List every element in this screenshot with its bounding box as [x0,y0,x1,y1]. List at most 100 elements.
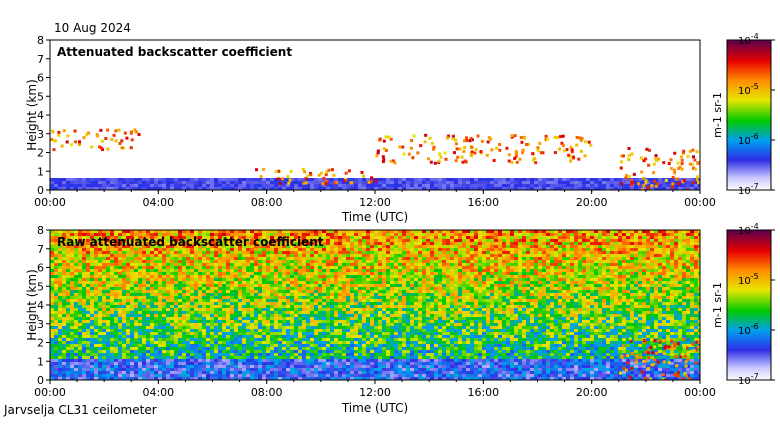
heatmap-cell [54,323,58,326]
heatmap-cell [350,272,354,275]
heatmap-cell [154,350,158,353]
heatmap-cell [250,266,254,269]
heatmap-cell [354,233,358,236]
heatmap-cell [302,272,306,275]
heatmap-cell [58,254,62,257]
heatmap-cell [334,344,338,347]
heatmap-cell [66,305,70,308]
heatmap-cell [250,260,254,263]
heatmap-cell [266,181,270,184]
heatmap-cell [214,296,218,299]
heatmap-cell [322,177,325,180]
heatmap-cell [342,275,346,278]
heatmap-cell [166,338,170,341]
heatmap-cell [278,359,282,362]
heatmap-cell [130,251,134,254]
heatmap-cell [326,299,330,302]
heatmap-cell [178,368,182,371]
heatmap-cell [110,257,114,260]
heatmap-cell [90,335,94,338]
heatmap-cell [146,284,150,287]
heatmap-cell [146,353,150,356]
heatmap-cell [294,308,298,311]
heatmap-cell [306,323,310,326]
heatmap-cell [90,266,94,269]
heatmap-cell [222,275,226,278]
heatmap-cell [346,308,350,311]
heatmap-cell [74,317,78,320]
heatmap-cell [310,184,314,187]
heatmap-cell [342,284,346,287]
heatmap-cell [206,317,210,320]
heatmap-cell [94,178,98,181]
heatmap-cell [158,368,162,371]
heatmap-cell [178,350,182,353]
heatmap-cell [78,350,82,353]
heatmap-cell [206,350,210,353]
heatmap-cell [150,181,154,184]
heatmap-cell [130,302,134,305]
heatmap-cell [131,138,134,141]
heatmap-cell [54,266,58,269]
heatmap-cell [118,181,122,184]
heatmap-cell [350,332,354,335]
heatmap-cell [584,140,587,143]
heatmap-cell [210,359,214,362]
heatmap-cell [174,323,178,326]
heatmap-cell [74,290,78,293]
heatmap-cell [302,266,306,269]
heatmap-cell [250,305,254,308]
heatmap-cell [66,341,70,344]
heatmap-cell [298,323,302,326]
heatmap-cell [294,269,298,272]
heatmap-cell [198,275,202,278]
heatmap-cell [222,314,226,317]
heatmap-cell [354,347,358,350]
heatmap-cell [286,293,290,296]
heatmap-cell [78,296,82,299]
heatmap-cell [346,368,350,371]
heatmap-cell [470,154,473,157]
heatmap-cell [230,178,234,181]
heatmap-cell [508,160,511,163]
heatmap-cell [102,296,106,299]
heatmap-cell [226,311,230,314]
heatmap-cell [452,137,455,140]
heatmap-cell [206,368,210,371]
heatmap-cell [226,323,230,326]
heatmap-cell [338,296,342,299]
heatmap-cell [222,278,226,281]
heatmap-cell [262,281,266,284]
heatmap-cell [680,155,683,158]
heatmap-cell [290,299,294,302]
heatmap-cell [258,374,262,377]
heatmap-cell [130,260,134,263]
heatmap-cell [82,371,86,374]
heatmap-cell [266,314,270,317]
heatmap-cell [222,311,226,314]
heatmap-cell [90,145,93,148]
heatmap-cell [106,305,110,308]
heatmap-cell [154,181,158,184]
heatmap-cell [174,332,178,335]
heatmap-cell [98,314,102,317]
heatmap-cell [166,275,170,278]
heatmap-cell [327,169,330,172]
heatmap-cell [154,314,158,317]
heatmap-cell [334,269,338,272]
heatmap-cell [250,353,254,356]
heatmap-cell [318,350,322,353]
heatmap-cell [66,353,70,356]
heatmap-cell [110,305,114,308]
heatmap-cell [99,129,102,132]
heatmap-cell [166,269,170,272]
heatmap-cell [178,275,182,278]
heatmap-cell [170,302,174,305]
heatmap-cell [86,257,90,260]
heatmap-cell [334,317,338,320]
heatmap-cell [290,332,294,335]
heatmap-cell [450,181,454,184]
heatmap-cell [126,326,130,329]
heatmap-cell [206,260,210,263]
